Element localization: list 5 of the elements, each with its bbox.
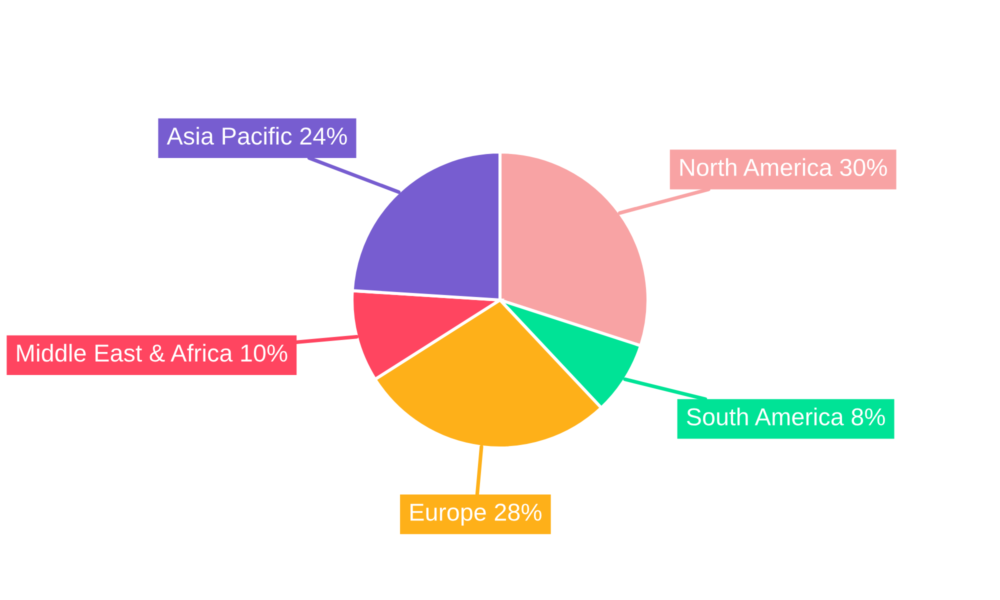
slice-label: North America 30% [680,158,887,176]
slice-label: Asia Pacific 24% [166,126,347,145]
slice-label: Middle East & Africa 10% [17,344,288,362]
slice-label: Europe 28% [410,504,542,526]
slice-label: South America 8% [686,408,885,426]
